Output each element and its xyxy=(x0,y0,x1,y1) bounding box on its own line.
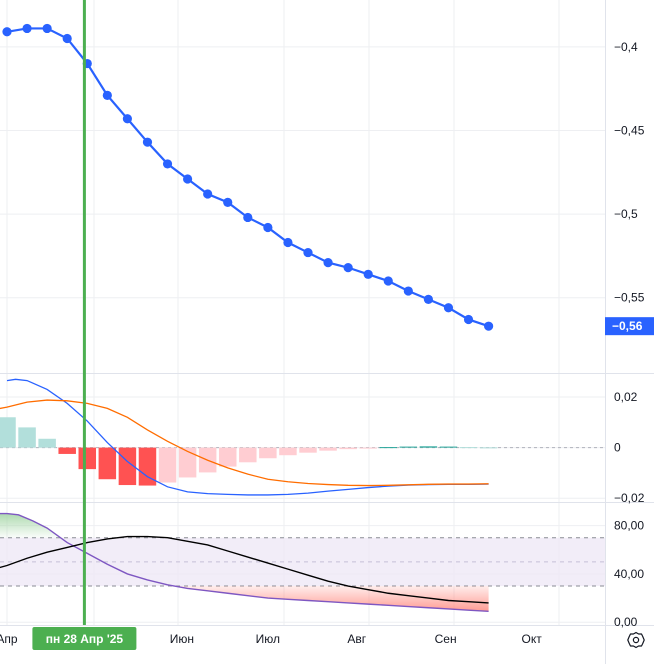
histogram-bar xyxy=(38,438,56,448)
price-point xyxy=(223,197,233,207)
pane-stochastic xyxy=(0,512,605,613)
histogram-bar xyxy=(58,447,76,454)
crosshair: пн 28 Апр '25 xyxy=(32,0,137,650)
price-point xyxy=(62,33,72,44)
pane-price xyxy=(2,23,494,331)
price-point xyxy=(263,222,273,233)
histogram-bar xyxy=(379,447,398,449)
y-tick-label: −0,45 xyxy=(614,123,645,137)
histogram-bar xyxy=(239,447,257,463)
stoch-d-line xyxy=(0,535,489,604)
last-value-badge xyxy=(605,317,654,336)
price-point xyxy=(423,294,433,305)
time-axis: Апр Июн Июл Авг Сен Окт xyxy=(0,632,542,646)
histogram-bar xyxy=(138,447,157,486)
price-point xyxy=(183,174,193,184)
y-tick-label: 80,00 xyxy=(614,519,644,533)
time-label: Июн xyxy=(170,632,194,646)
histogram-bar xyxy=(218,447,237,467)
histogram-bar xyxy=(479,447,498,449)
price-point xyxy=(463,314,474,325)
y-tick-label: −0,5 xyxy=(614,207,638,221)
time-label: Июл xyxy=(256,632,280,646)
crosshair-date-label: пн 28 Апр '25 xyxy=(46,632,124,646)
histogram-bar xyxy=(78,447,97,470)
chart-panes xyxy=(0,23,605,613)
histogram-bar xyxy=(158,447,177,483)
histogram-bar xyxy=(279,447,297,456)
price-point xyxy=(484,321,494,331)
price-point xyxy=(102,90,112,100)
y-tick-label: 0 xyxy=(614,441,621,455)
price-point xyxy=(383,276,393,286)
y-tick-label: 0,02 xyxy=(614,390,638,404)
histogram-bar xyxy=(259,447,277,459)
price-point xyxy=(203,189,213,199)
last-value-label: −0,56 xyxy=(612,319,643,333)
crosshair-date-badge xyxy=(32,627,137,650)
histogram-bar xyxy=(439,446,458,448)
price-line xyxy=(6,27,489,328)
price-axis: −0,4 −0,45 −0,5 −0,55 −0,56 0,02 0 −0,02 80,00 40… xyxy=(605,40,654,629)
price-point xyxy=(162,159,173,169)
histogram-bar xyxy=(178,447,197,478)
price-point xyxy=(42,23,52,34)
price-point xyxy=(22,23,32,34)
histogram-bar xyxy=(18,427,36,448)
signal-line xyxy=(0,399,489,487)
price-point xyxy=(283,237,293,248)
price-point xyxy=(343,263,353,273)
price-point xyxy=(142,137,153,147)
y-tick-label: −0,4 xyxy=(614,40,638,54)
price-point xyxy=(243,212,253,223)
y-tick-label: 0,00 xyxy=(614,615,638,629)
overbought-fill xyxy=(0,513,61,538)
oversold-fill xyxy=(174,586,489,612)
histogram-bar xyxy=(339,447,357,450)
price-point xyxy=(323,258,333,268)
time-label: Апр xyxy=(0,632,18,646)
y-tick-label: −0,02 xyxy=(614,491,645,505)
histogram-bar xyxy=(0,417,16,448)
price-point xyxy=(2,27,12,37)
y-tick-label: −0,55 xyxy=(614,291,645,305)
time-label: Сен xyxy=(435,632,457,646)
gear-icon xyxy=(627,631,645,649)
settings-button[interactable] xyxy=(626,630,646,650)
price-point xyxy=(122,114,132,124)
price-point xyxy=(443,303,454,313)
histogram-bar xyxy=(319,447,337,451)
histogram-bar xyxy=(459,447,478,449)
price-point xyxy=(363,269,373,279)
time-label: Авг xyxy=(347,632,366,646)
price-point xyxy=(303,247,313,258)
histogram-bar xyxy=(419,446,438,448)
time-label: Окт xyxy=(521,632,542,646)
y-tick-label: 40,00 xyxy=(614,567,644,581)
grid xyxy=(0,0,605,625)
histogram-bar xyxy=(359,447,377,449)
price-point xyxy=(403,286,413,296)
histogram-bar xyxy=(399,446,418,448)
pane-macd xyxy=(0,378,605,496)
histogram-bar xyxy=(299,447,317,453)
histogram-bar xyxy=(98,447,117,480)
stoch-k-line xyxy=(0,512,489,613)
